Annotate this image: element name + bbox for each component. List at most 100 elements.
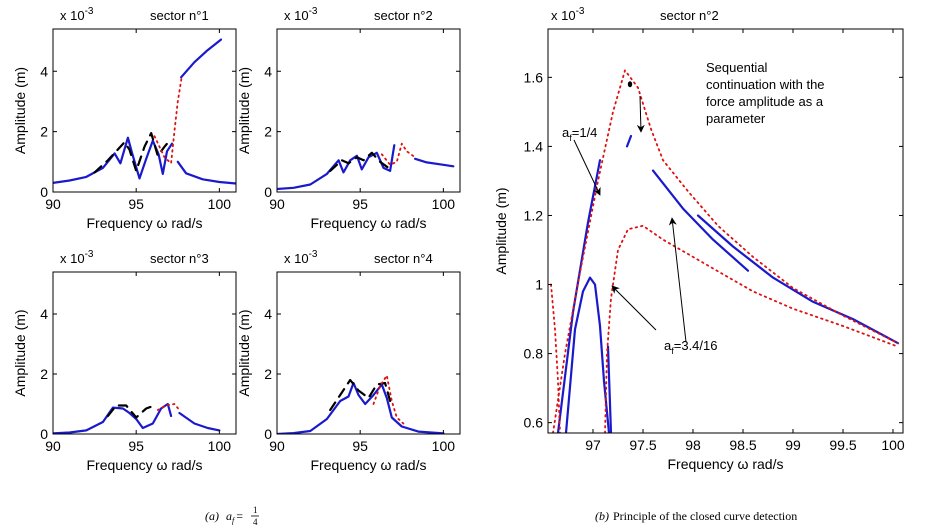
series-group bbox=[277, 142, 455, 191]
series-line-black-dash bbox=[106, 404, 156, 419]
series-line-blue-solid bbox=[176, 160, 236, 185]
axes-box bbox=[276, 271, 461, 435]
series-line-blue-solid bbox=[696, 214, 900, 345]
x-tick-label: 95 bbox=[128, 438, 144, 454]
panel-title: sector n°2 bbox=[660, 8, 719, 23]
panel-title: sector n°3 bbox=[150, 251, 209, 266]
y-tick-label: 0 bbox=[264, 426, 272, 442]
y-tick-label: 2 bbox=[40, 366, 48, 382]
series-group bbox=[53, 402, 221, 434]
annotations: Sequential continuation with the force a… bbox=[562, 60, 825, 356]
x-tick-label: 90 bbox=[45, 438, 61, 454]
series-line-red-dot bbox=[604, 224, 899, 433]
sequential-text-line-2: continuation with the bbox=[706, 77, 825, 92]
series-line-red-dot bbox=[380, 142, 416, 166]
y-tick-label: 1 bbox=[535, 277, 543, 293]
series-line-red-dot bbox=[550, 283, 561, 433]
x-tick-label: 95 bbox=[352, 196, 368, 212]
series-line-red-dot bbox=[156, 403, 181, 411]
series-line-red-dot bbox=[552, 69, 899, 433]
exponent-label: x 10-3 bbox=[60, 6, 94, 23]
panel-title: sector n°1 bbox=[150, 8, 209, 23]
sequential-text-line-3: force amplitude as a bbox=[706, 94, 824, 109]
arrow-af-quarter bbox=[573, 139, 601, 196]
y-axis-label: Amplitude (m) bbox=[493, 187, 509, 274]
series-line-blue-solid bbox=[414, 157, 455, 168]
y-tick-label: 2 bbox=[40, 124, 48, 140]
x-tick-label: 97 bbox=[585, 437, 601, 453]
x-tick-label: 100 bbox=[881, 437, 905, 453]
arrow-sequential bbox=[636, 95, 645, 133]
axes-box bbox=[547, 28, 904, 434]
series-line-blue-solid bbox=[180, 38, 223, 79]
x-tick-label: 90 bbox=[269, 438, 285, 454]
x-tick-label: 99.5 bbox=[829, 437, 856, 453]
series-line-black-dash bbox=[329, 151, 390, 172]
series-line-blue-solid bbox=[625, 134, 633, 148]
x-axis-label: Frequency ω rad/s bbox=[668, 456, 784, 472]
x-tick-label: 90 bbox=[45, 196, 61, 212]
series-line-black-dash bbox=[329, 378, 392, 412]
y-tick-label: 0 bbox=[40, 426, 48, 442]
panel-sector-3: 90 95 100 0 2 4 Frequency ω rad/s Amplitude (m)… bbox=[12, 249, 237, 473]
sequential-text-line-1: Sequential bbox=[706, 60, 768, 75]
series-line-blue-solid bbox=[277, 381, 445, 434]
x-tick-label: 100 bbox=[432, 438, 456, 454]
series-line-blue-solid bbox=[277, 144, 396, 191]
axes-box bbox=[52, 28, 237, 193]
y-tick-label: 4 bbox=[264, 306, 272, 322]
series-line-blue-solid bbox=[606, 345, 613, 433]
x-tick-label: 98.5 bbox=[729, 437, 756, 453]
caption-b: (b) Principle of the closed curve detecti… bbox=[595, 509, 797, 523]
caption-a-numerator: 1 bbox=[253, 505, 258, 515]
series-group bbox=[550, 69, 900, 433]
x-tick-label: 100 bbox=[208, 438, 232, 454]
series-line-red-dot bbox=[372, 374, 405, 425]
x-axis-label: Frequency ω rad/s bbox=[311, 215, 427, 231]
x-tick-label: 90 bbox=[269, 196, 285, 212]
series-line-blue-solid bbox=[53, 402, 173, 434]
axes-box bbox=[276, 28, 461, 193]
y-tick-label: 0.8 bbox=[524, 346, 544, 362]
y-tick-label: 0.6 bbox=[524, 415, 544, 431]
af-other-label: af=3.4/16 bbox=[664, 338, 718, 356]
y-tick-label: 4 bbox=[40, 63, 48, 79]
arrow-af-other-1 bbox=[611, 285, 657, 331]
y-tick-label: 1.2 bbox=[524, 207, 544, 223]
caption-a: (a) af = bbox=[205, 509, 243, 525]
exponent-label: x 10-3 bbox=[60, 249, 94, 266]
y-tick-label: 0 bbox=[264, 184, 272, 200]
exponent-label: x 10-3 bbox=[551, 6, 585, 23]
x-tick-label: 95 bbox=[128, 196, 144, 212]
series-group bbox=[53, 38, 236, 185]
captions: (a) af = 1 4 (b) Principle of the closed c… bbox=[205, 505, 797, 527]
y-tick-label: 1.4 bbox=[524, 138, 544, 154]
series-line-blue-solid bbox=[556, 159, 602, 433]
series-line-red-dot bbox=[153, 74, 183, 165]
y-axis-label: Amplitude (m) bbox=[12, 67, 28, 154]
series-line-blue-solid bbox=[53, 136, 174, 184]
arrow-af-other-2 bbox=[668, 217, 687, 343]
x-axis-label: Frequency ω rad/s bbox=[87, 215, 203, 231]
x-tick-label: 97.5 bbox=[629, 437, 656, 453]
y-axis-label: Amplitude (m) bbox=[12, 309, 28, 396]
x-tick-label: 100 bbox=[208, 196, 232, 212]
exponent-label: x 10-3 bbox=[284, 6, 318, 23]
panel-sector-1: 90 95 100 0 2 4 Frequency ω rad/s Amplitude (m)… bbox=[12, 6, 237, 231]
x-tick-label: 95 bbox=[352, 438, 368, 454]
panel-title: sector n°2 bbox=[374, 8, 433, 23]
y-tick-label: 0 bbox=[40, 184, 48, 200]
panel-title: sector n°4 bbox=[374, 251, 433, 266]
caption-a-denominator: 4 bbox=[253, 517, 258, 527]
x-axis-label: Frequency ω rad/s bbox=[311, 457, 427, 473]
y-tick-label: 2 bbox=[264, 366, 272, 382]
x-axis-label: Frequency ω rad/s bbox=[87, 457, 203, 473]
x-tick-label: 98 bbox=[685, 437, 701, 453]
series-group bbox=[277, 374, 445, 434]
panel-sector-2: 90 95 100 0 2 4 Frequency ω rad/s Amplitude (m)… bbox=[236, 6, 461, 231]
series-line-blue-solid bbox=[178, 411, 221, 432]
y-axis-label: Amplitude (m) bbox=[236, 309, 252, 396]
sequential-text-line-4: parameter bbox=[706, 111, 766, 126]
panel-sector-4: 90 95 100 0 2 4 Frequency ω rad/s Amplitude (m)… bbox=[236, 249, 461, 473]
